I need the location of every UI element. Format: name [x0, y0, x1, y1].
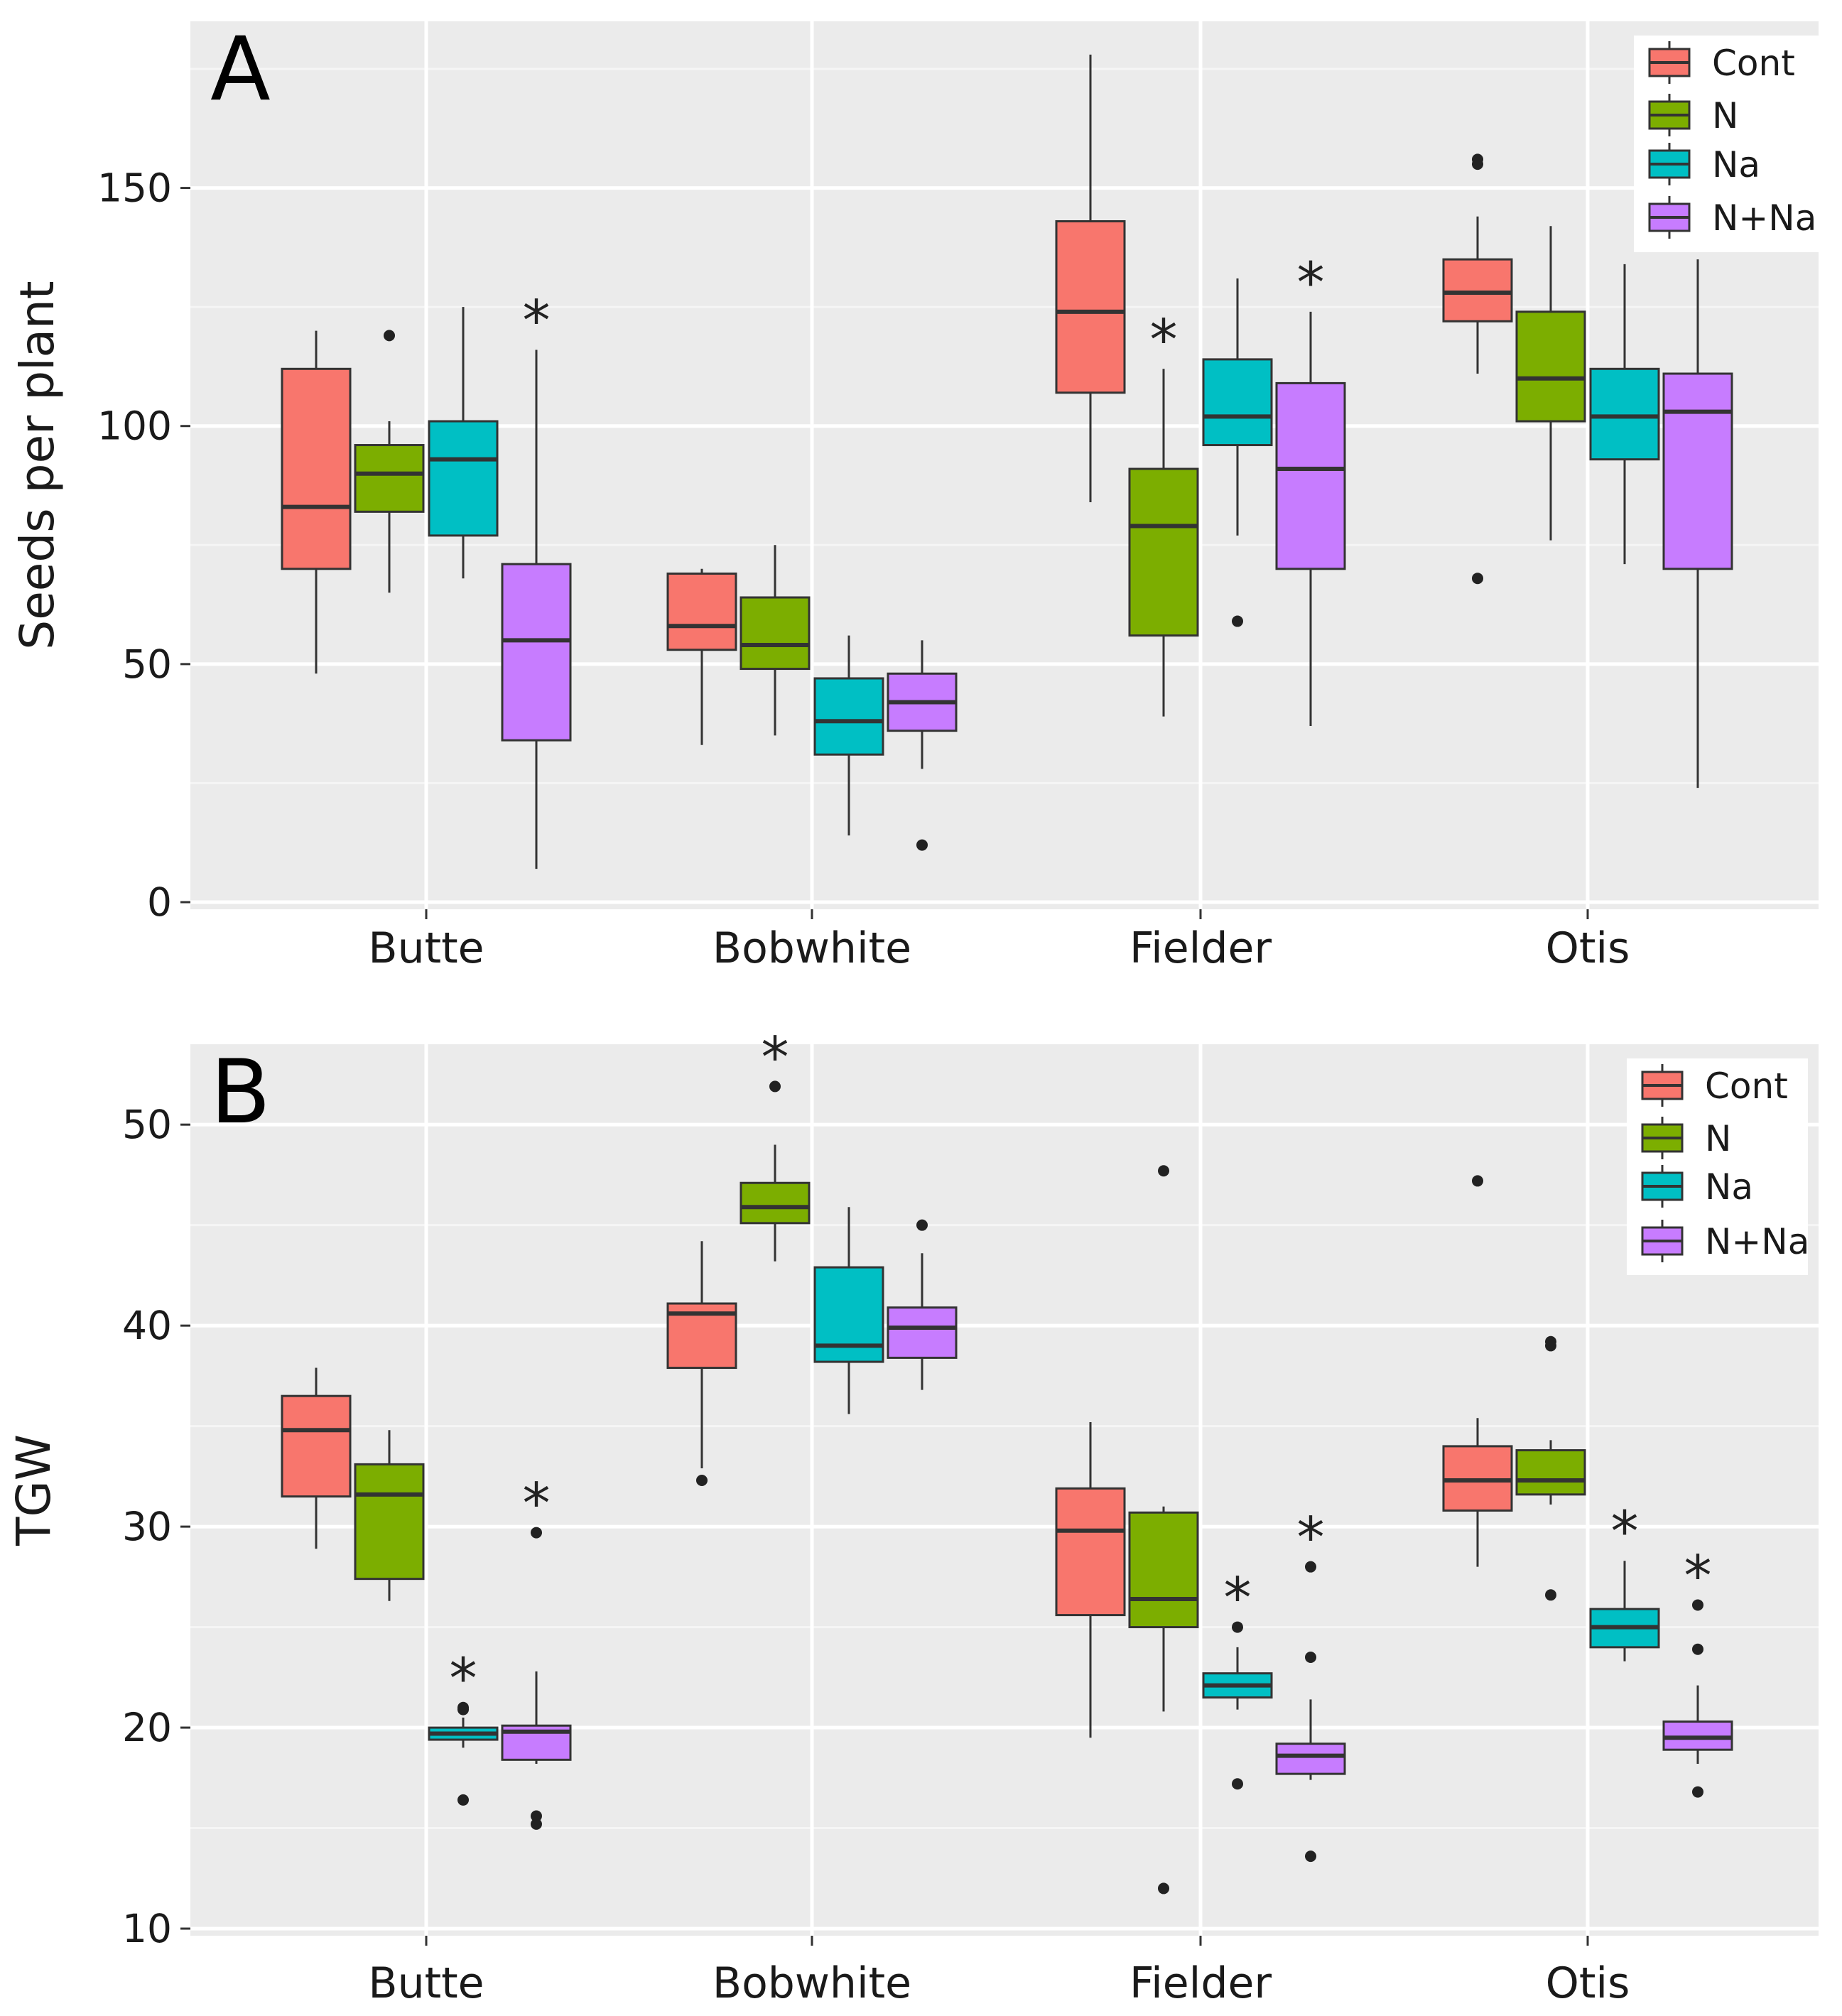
outlier-point: [1158, 1882, 1169, 1895]
y-tick-label: 30: [122, 1504, 172, 1549]
box-cont: [1055, 1487, 1126, 1617]
box-n: [1128, 467, 1199, 637]
box-n-na: [1275, 381, 1346, 570]
y-tick-label: 40: [122, 1303, 172, 1348]
legend-label: N+Na: [1705, 1221, 1809, 1262]
significance-star: *: [1150, 308, 1178, 372]
x-category-label: Otis: [1546, 923, 1630, 973]
outlier-point: [531, 1818, 542, 1830]
x-category-label: Fielder: [1129, 923, 1272, 973]
significance-star: *: [1684, 1544, 1712, 1608]
box-n-na: [1275, 1743, 1346, 1775]
box-n: [739, 1181, 811, 1225]
x-category-label: Bobwhite: [713, 1958, 911, 2008]
outlier-point: [1305, 1561, 1316, 1573]
box-cont: [281, 1394, 352, 1498]
legend-label: N+Na: [1712, 197, 1816, 239]
significance-star: *: [523, 289, 551, 353]
y-tick-label: 100: [97, 403, 172, 449]
outlier-point: [916, 839, 928, 851]
y-tick-label: 150: [97, 166, 172, 211]
outlier-point: [1305, 1652, 1316, 1664]
significance-star: *: [1297, 251, 1325, 315]
x-category-label: Bobwhite: [713, 923, 911, 973]
outlier-point: [1232, 1621, 1243, 1633]
outlier-point: [1692, 1643, 1703, 1655]
x-category-label: Fielder: [1129, 1958, 1272, 2008]
box-n: [1128, 1511, 1199, 1629]
box-n-na: [1662, 372, 1733, 570]
y-tick-label: 20: [122, 1705, 172, 1750]
box-n-na: [887, 1306, 958, 1359]
outlier-point: [1545, 1589, 1556, 1601]
outlier-point: [1305, 1850, 1316, 1863]
outlier-point: [1692, 1786, 1703, 1798]
outlier-point: [1472, 573, 1483, 585]
panel-a: 050100150****ButteBobwhiteFielderOtisSee…: [10, 18, 1819, 973]
box-na: [428, 420, 499, 537]
outlier-point: [769, 1080, 781, 1093]
y-tick-label: 0: [147, 879, 172, 925]
legend-label: N: [1712, 95, 1738, 136]
outlier-point: [457, 1794, 469, 1806]
box-cont: [1442, 258, 1513, 323]
legend-label: Na: [1712, 144, 1760, 185]
x-category-label: Otis: [1546, 1958, 1630, 2008]
x-category-label: Butte: [368, 923, 484, 973]
legend-label: N: [1705, 1118, 1731, 1159]
outlier-point: [1692, 1599, 1703, 1611]
box-na: [1589, 367, 1660, 461]
legend-label: Cont: [1712, 43, 1795, 84]
box-n: [739, 596, 811, 671]
legend: Cont N Na N+Na: [1627, 1058, 1809, 1275]
outlier-point: [531, 1810, 542, 1822]
significance-star: *: [1297, 1507, 1325, 1571]
panel-b: 10 20 30 40 50 * * * * * * * Butte Bobwhite Fielder Oti…: [6, 1026, 1819, 2008]
legend-label: Na: [1705, 1166, 1753, 1208]
y-tick-label: 10: [122, 1906, 172, 1951]
outlier-point: [457, 1701, 469, 1713]
significance-star: *: [762, 1026, 789, 1090]
box-n: [1515, 310, 1586, 423]
outlier-point: [1472, 153, 1483, 166]
outlier-point: [1545, 1335, 1556, 1348]
outlier-point: [1472, 1175, 1483, 1187]
box-na: [813, 677, 884, 756]
significance-star: *: [1224, 1567, 1252, 1631]
significance-star: *: [523, 1473, 551, 1537]
panel-letter: B: [210, 1041, 271, 1144]
x-category-label: Butte: [368, 1958, 484, 2008]
outlier-point: [1232, 615, 1243, 627]
box-n-na: [501, 563, 572, 742]
box-cont: [281, 367, 352, 570]
y-tick-label: 50: [122, 641, 172, 687]
box-cont: [666, 573, 737, 651]
outlier-point: [696, 1475, 708, 1487]
y-axis-label: Seeds per plant: [10, 281, 65, 649]
significance-star: *: [1611, 1500, 1639, 1564]
box-n: [354, 444, 425, 513]
legend-label: Cont: [1705, 1066, 1788, 1107]
outlier-point: [384, 330, 395, 342]
legend: Cont N Na N+Na: [1634, 36, 1819, 252]
box-na: [1202, 358, 1273, 447]
panel-letter: A: [210, 18, 271, 121]
significance-star: *: [450, 1647, 477, 1711]
outlier-point: [1232, 1778, 1243, 1790]
outlier-point: [1158, 1165, 1169, 1177]
outlier-point: [916, 1219, 928, 1231]
box-n: [1515, 1449, 1586, 1496]
outlier-point: [531, 1527, 542, 1539]
box-cont: [1055, 220, 1126, 394]
y-tick-label: 50: [122, 1102, 172, 1147]
box-n: [354, 1463, 425, 1581]
y-axis-label: TGW: [6, 1434, 61, 1546]
